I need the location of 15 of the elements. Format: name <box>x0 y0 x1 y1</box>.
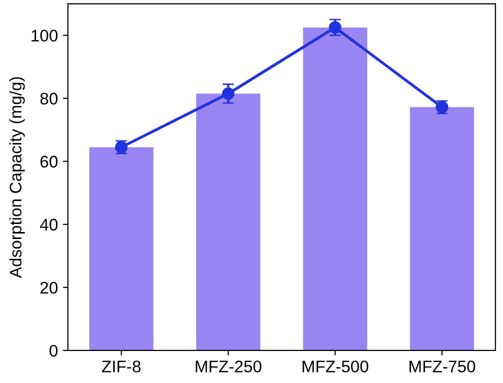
y-tick-label: 100 <box>32 30 58 42</box>
x-tick-label: MFZ-250 <box>196 360 262 372</box>
y-tick-label: 20 <box>40 282 58 294</box>
y-tick-label: 40 <box>40 218 58 231</box>
y-tick-label: 60 <box>40 156 58 168</box>
y-tick-label: 80 <box>40 92 58 105</box>
y-tick-label: 0 <box>50 344 58 357</box>
x-tick-label: ZIF-8 <box>102 360 141 372</box>
bar <box>89 147 154 350</box>
bar <box>196 94 260 350</box>
y-axis-title: Adsorption Capacity (mg/g) <box>9 77 25 278</box>
x-tick-label: MFZ-750 <box>410 360 476 372</box>
x-tick-label: MFZ-500 <box>302 360 368 372</box>
bar <box>410 107 474 350</box>
bar <box>303 27 368 350</box>
